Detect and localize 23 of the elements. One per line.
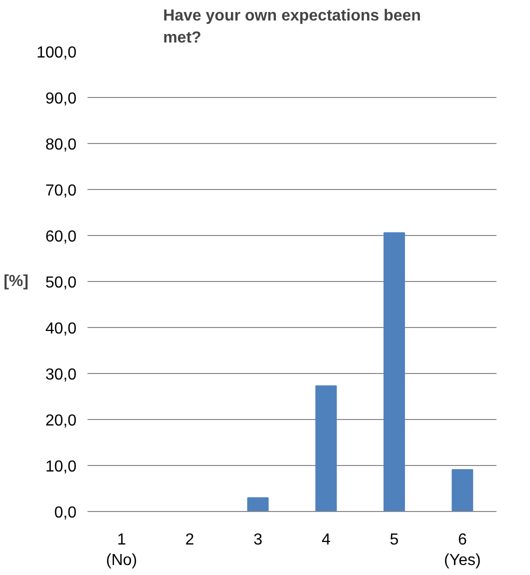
x-tick-label: 3 [253,532,262,548]
bar [315,385,337,512]
bar [247,497,269,512]
chart-title: Have your own expectations been met? [163,7,421,46]
bar [452,469,474,512]
y-tick-label: 30,0 [45,366,77,384]
y-tick-label: 100,0 [36,44,77,62]
y-tick-label: 70,0 [45,182,77,200]
y-tick-label: 90,0 [45,90,77,108]
y-tick-label: 10,0 [45,458,77,476]
x-tick-label: 2 [185,532,194,548]
y-tick-label: 20,0 [45,412,77,430]
x-tick-label: 6 (Yes) [444,532,481,569]
y-tick-label: 60,0 [45,228,77,246]
y-tick-label: 0,0 [54,504,77,522]
x-tick-label: 1 (No) [106,532,138,569]
x-tick-label: 4 [322,532,331,548]
y-tick-label: 50,0 [45,274,77,292]
bar [384,232,405,512]
y-axis-title: [%] [4,273,28,290]
x-tick-label: 5 [390,532,399,548]
y-tick-label: 40,0 [45,320,77,338]
y-tick-label: 80,0 [45,136,77,154]
